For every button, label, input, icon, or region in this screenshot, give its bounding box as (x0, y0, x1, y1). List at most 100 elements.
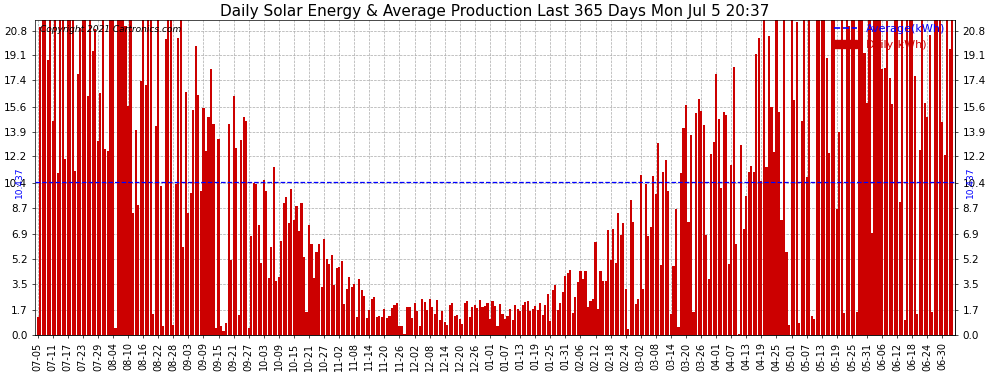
Bar (74, 171, 76, 335)
Bar (675, 209, 677, 335)
Bar (584, 272, 586, 335)
Bar (149, 20, 151, 335)
Bar (527, 301, 529, 335)
Bar (763, 20, 765, 335)
Bar (50, 20, 51, 335)
Bar (262, 180, 265, 335)
Bar (537, 309, 539, 335)
Bar (311, 244, 313, 335)
Bar (115, 328, 117, 335)
Bar (863, 53, 865, 335)
Bar (680, 173, 682, 335)
Bar (323, 239, 325, 335)
Bar (909, 20, 911, 335)
Bar (899, 202, 901, 335)
Bar (577, 282, 579, 335)
Text: Copyright 2021 Cartronics.com: Copyright 2021 Cartronics.com (40, 25, 181, 34)
Bar (939, 20, 940, 335)
Bar (414, 303, 416, 335)
Bar (866, 103, 868, 335)
Bar (182, 248, 184, 335)
Bar (280, 241, 282, 335)
Bar (775, 20, 777, 335)
Bar (948, 49, 951, 335)
Bar (283, 203, 285, 335)
Bar (331, 255, 333, 335)
Bar (540, 303, 542, 335)
Bar (659, 265, 662, 335)
Bar (597, 309, 599, 335)
Bar (755, 54, 757, 335)
Bar (816, 20, 818, 335)
Bar (654, 194, 657, 335)
Bar (790, 20, 793, 335)
Bar (625, 290, 627, 335)
Bar (437, 300, 439, 335)
Bar (461, 324, 463, 335)
Bar (703, 126, 705, 335)
Bar (135, 130, 137, 335)
Bar (218, 140, 220, 335)
Bar (267, 278, 270, 335)
Bar (494, 306, 496, 335)
Bar (293, 220, 295, 335)
Bar (220, 326, 222, 335)
Bar (916, 315, 919, 335)
Bar (823, 20, 826, 335)
Bar (839, 132, 841, 335)
Bar (213, 124, 215, 335)
Bar (906, 20, 908, 335)
Bar (102, 20, 104, 335)
Bar (321, 287, 323, 335)
Bar (808, 20, 810, 335)
Bar (894, 20, 896, 335)
Bar (190, 193, 192, 335)
Bar (69, 20, 71, 335)
Bar (376, 317, 378, 335)
Bar (929, 35, 931, 335)
Bar (439, 320, 441, 335)
Bar (44, 20, 47, 335)
Bar (491, 301, 494, 335)
Bar (831, 20, 833, 335)
Bar (647, 236, 649, 335)
Bar (89, 20, 91, 335)
Bar (708, 279, 710, 335)
Bar (605, 280, 607, 335)
Bar (344, 304, 346, 335)
Bar (429, 299, 431, 335)
Bar (355, 317, 357, 335)
Bar (404, 334, 406, 335)
Bar (713, 142, 715, 335)
Bar (829, 153, 831, 335)
Bar (610, 260, 612, 335)
Bar (228, 124, 230, 335)
Bar (466, 301, 468, 335)
Bar (871, 234, 873, 335)
Bar (845, 20, 848, 335)
Bar (813, 319, 815, 335)
Title: Daily Solar Energy & Average Production Last 365 Days Mon Jul 5 20:37: Daily Solar Energy & Average Production … (221, 4, 769, 19)
Bar (333, 285, 336, 335)
Bar (736, 244, 738, 335)
Bar (600, 271, 602, 335)
Bar (426, 310, 429, 335)
Bar (391, 308, 393, 335)
Bar (834, 20, 836, 335)
Bar (677, 327, 679, 335)
Bar (474, 305, 476, 335)
Bar (544, 305, 546, 335)
Bar (187, 213, 189, 335)
Bar (159, 186, 161, 335)
Bar (386, 318, 388, 335)
Bar (360, 290, 363, 335)
Bar (42, 20, 44, 335)
Bar (442, 311, 444, 335)
Bar (806, 177, 808, 335)
Bar (109, 20, 112, 335)
Bar (542, 315, 544, 335)
Bar (416, 311, 418, 335)
Bar (889, 78, 891, 335)
Bar (94, 29, 96, 335)
Bar (768, 36, 770, 335)
